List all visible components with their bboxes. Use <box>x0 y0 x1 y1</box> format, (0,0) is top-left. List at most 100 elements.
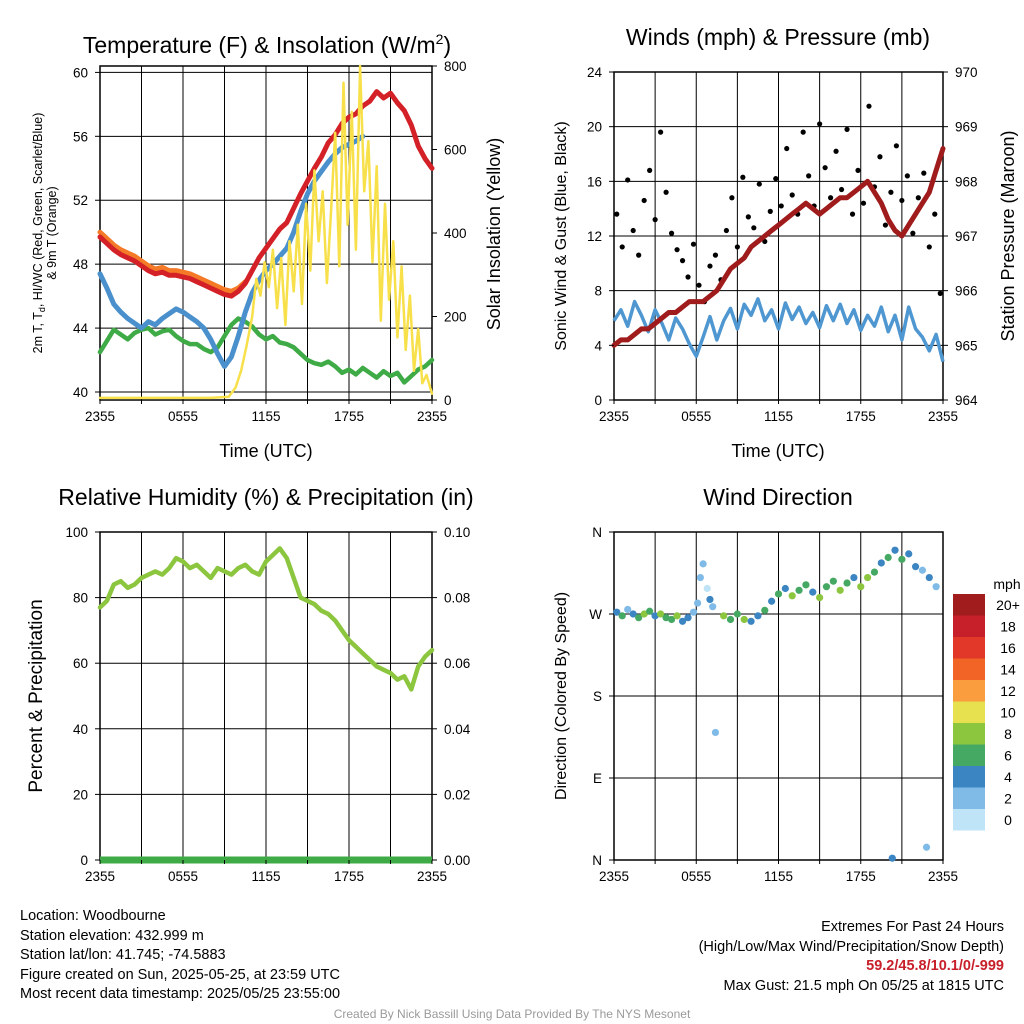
y2-tick-label: 0.08 <box>444 591 470 606</box>
gust-point <box>630 227 636 234</box>
humidity-y2-ticks: 0.00 0.02 0.04 0.06 0.08 0.10 <box>432 525 471 868</box>
gust-point <box>740 174 746 180</box>
x-tick-label: 0555 <box>168 409 198 424</box>
colorbar-label: 4 <box>1004 769 1012 785</box>
direction-point <box>891 546 899 554</box>
y-tick-label: 60 <box>73 65 88 80</box>
y-tick-label: 0 <box>80 853 88 868</box>
direction-point <box>629 610 637 618</box>
direction-point <box>694 599 702 607</box>
gust-point <box>773 176 779 182</box>
colorbar-label: 10 <box>1000 704 1016 720</box>
direction-panel: Wind Direction 2355 0555 1155 1755 2355 N E S W… <box>553 484 1021 884</box>
y2-tick-label: 0.00 <box>444 853 470 868</box>
y-tick-label: 60 <box>73 656 88 671</box>
temperature-y-label-line2: & 9m T (Orange) <box>45 186 59 279</box>
y-tick-label: 16 <box>587 174 602 189</box>
x-tick-label: 1755 <box>846 409 876 424</box>
winds-y-ticks: 0 4 8 12 16 20 24 <box>587 65 614 408</box>
gust-point <box>937 290 943 296</box>
direction-point <box>877 559 885 567</box>
colorbar-swatch <box>953 658 985 680</box>
x-tick-label: 2355 <box>599 409 629 424</box>
direction-point <box>703 584 711 593</box>
gust-point <box>910 230 916 236</box>
direction-point <box>918 566 927 574</box>
colorbar-label: 2 <box>1004 790 1012 806</box>
x-tick-label: 1755 <box>334 409 364 424</box>
x-tick-label: 2355 <box>85 869 115 884</box>
temperature-title: Temperature (F) & Insolation (W/m2) <box>83 31 451 58</box>
colorbar-swatch <box>953 723 985 745</box>
winds-title: Winds (mph) & Pressure (mb) <box>626 24 930 50</box>
direction-point <box>673 612 681 620</box>
temperature-x-label: Time (UTC) <box>219 441 312 461</box>
y2-tick-label: 600 <box>444 143 467 158</box>
x-tick-label: 2355 <box>85 409 115 424</box>
y2-tick-label: 400 <box>444 226 467 241</box>
gust-point <box>707 263 713 269</box>
gust-point <box>827 195 834 201</box>
gust-point <box>663 189 669 195</box>
winds-y2-ticks: 964 965 966 967 968 969 970 <box>943 65 978 408</box>
station-info: Location: Woodbourne Station elevation: … <box>20 907 340 1005</box>
y-tick-label: W <box>589 607 602 622</box>
gust-point <box>926 244 932 250</box>
y2-tick-label: 800 <box>444 59 467 74</box>
colorbar-swatch <box>953 809 985 831</box>
colorbar-label: 14 <box>1000 661 1016 677</box>
gust-point <box>893 143 899 149</box>
temperature-y2-ticks: 0 200 400 600 800 <box>432 59 467 408</box>
station-latlon: Station lat/lon: 41.745; -74.5883 <box>20 947 226 963</box>
humidity-y-ticks: 0 20 40 60 80 100 <box>65 525 100 868</box>
y-tick-label: 8 <box>594 284 602 299</box>
speed-colorbar: 20+ 18 16 14 12 10 8 6 4 2 0 <box>953 594 1020 831</box>
gust-point <box>619 244 625 250</box>
y-tick-label: 100 <box>65 525 88 540</box>
gust-point <box>767 208 773 214</box>
figure-created: Figure created on Sun, 2025-05-25, at 23… <box>20 966 340 983</box>
gust-point <box>838 186 845 193</box>
y-tick-label: N <box>592 853 602 868</box>
winds-x-label: Time (UTC) <box>731 441 824 461</box>
pressure-y-label: Station Pressure (Maroon) <box>998 130 1018 341</box>
nine_m-line <box>97 229 248 294</box>
temperature-y-label: 2m T, Td, HI/WC (Red, Green, Scarlet/Blu… <box>31 113 47 354</box>
direction-point <box>662 614 670 622</box>
humidity-panel: Relative Humidity (%) & Precipitation (i… <box>26 484 474 884</box>
direction-point <box>678 617 687 625</box>
direction-point <box>740 615 748 624</box>
y2-tick-label: 969 <box>955 120 978 135</box>
direction-point <box>720 612 728 620</box>
x-tick-label: 2355 <box>417 409 447 424</box>
direction-x-ticks: 2355 0555 1155 1755 2355 <box>599 860 958 884</box>
gust-point <box>882 222 889 228</box>
x-tick-label: 1755 <box>846 869 876 884</box>
credit-line: Created By Nick Bassill Using Data Provi… <box>333 1007 691 1021</box>
gust-point <box>734 244 740 250</box>
gust-point <box>822 165 828 171</box>
gust-point <box>685 274 691 280</box>
gust-point <box>690 241 697 247</box>
direction-point <box>754 612 762 620</box>
gust-point <box>652 217 658 223</box>
gust-point <box>712 252 719 258</box>
winds-panel: Winds (mph) & Pressure (mb) 2355 0555 1155… <box>553 24 1018 461</box>
gust-point <box>833 148 839 154</box>
direction-point <box>911 563 920 571</box>
humidity-grid <box>100 532 432 860</box>
gust-point <box>641 197 647 204</box>
direction-point <box>829 577 837 585</box>
gust-point <box>860 200 867 206</box>
x-tick-label: 1155 <box>251 409 280 424</box>
y-tick-label: 20 <box>587 120 602 135</box>
y-tick-label: 80 <box>73 591 88 606</box>
humidity-y-label: Percent & Precipitation <box>26 599 47 792</box>
extremes-title: Extremes For Past 24 Hours <box>821 919 1004 935</box>
colorbar-title: mph <box>993 576 1020 592</box>
direction-point <box>711 728 720 737</box>
gust-point <box>778 203 784 209</box>
y-tick-label: E <box>593 771 602 786</box>
direction-point <box>651 612 659 620</box>
x-tick-label: 0555 <box>168 869 198 884</box>
